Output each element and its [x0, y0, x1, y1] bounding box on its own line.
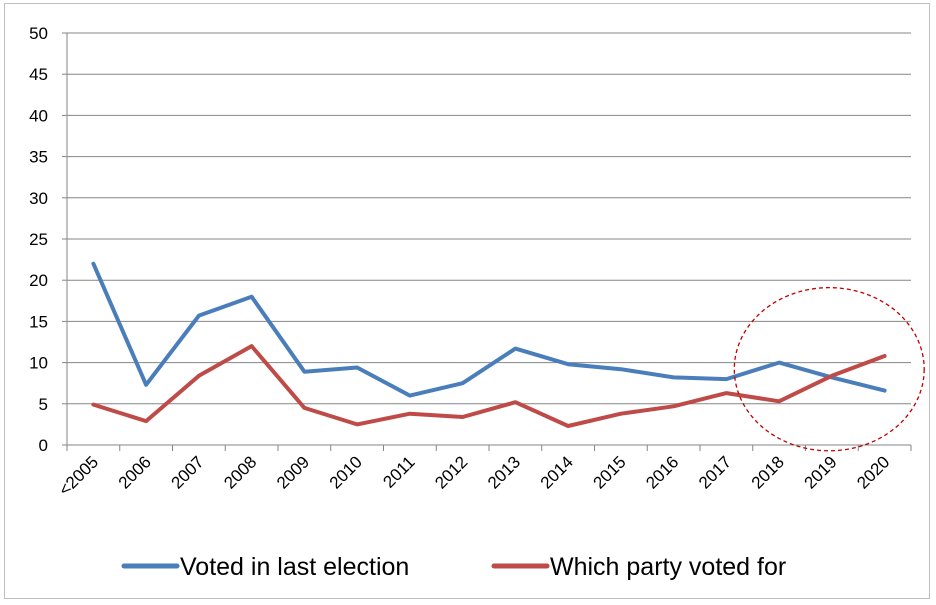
dashed-circle-annotation	[733, 286, 925, 452]
y-tick-label: 50	[29, 24, 48, 43]
y-tick-label: 0	[39, 436, 48, 455]
y-tick-label: 40	[29, 106, 48, 125]
legend-label: Voted in last election	[180, 553, 409, 581]
y-tick-label: 5	[39, 395, 48, 414]
chart-frame	[4, 3, 930, 599]
x-tick-label: 2012	[431, 452, 471, 492]
x-tick-label: 2016	[642, 452, 682, 492]
annotation	[733, 286, 925, 452]
y-tick-label: 45	[29, 65, 48, 84]
x-tick-label: 2014	[537, 452, 577, 492]
x-tick-label: 2009	[273, 452, 313, 492]
grid-lines	[67, 32, 911, 405]
x-tick-label: 2011	[379, 452, 418, 491]
x-tick-label: 2013	[484, 452, 524, 492]
y-tick-label: 35	[29, 148, 48, 167]
x-tick-label: 2010	[326, 452, 366, 492]
y-tick-label: 10	[29, 354, 48, 373]
y-tick-label: 20	[29, 271, 48, 290]
y-tick-label: 30	[29, 189, 48, 208]
x-tick-label: 2007	[168, 452, 208, 492]
x-tick-label: 2015	[590, 452, 630, 492]
y-axis: 0 5 10 15 20 25 30 35 40 45 50	[29, 24, 68, 455]
x-tick-label: 2008	[220, 452, 260, 492]
x-tick-label: 2020	[853, 452, 893, 492]
y-tick-label: 15	[29, 312, 48, 331]
series-line	[91, 261, 887, 398]
x-tick-label: 2006	[115, 452, 155, 492]
series-line	[91, 344, 887, 428]
x-tick-label: 2017	[695, 452, 735, 492]
series-lines	[91, 261, 887, 428]
legend: Voted in last election Which party voted …	[121, 553, 786, 581]
x-axis: <2005 2006 2007 2008 2009 2010 2011 2012 2013 201…	[55, 444, 912, 500]
x-tick-label: 2018	[748, 452, 788, 492]
x-tick-label: 2019	[801, 452, 841, 492]
legend-label: Which party voted for	[550, 553, 786, 581]
y-tick-label: 25	[29, 230, 48, 249]
x-tick-label: <2005	[55, 452, 102, 499]
